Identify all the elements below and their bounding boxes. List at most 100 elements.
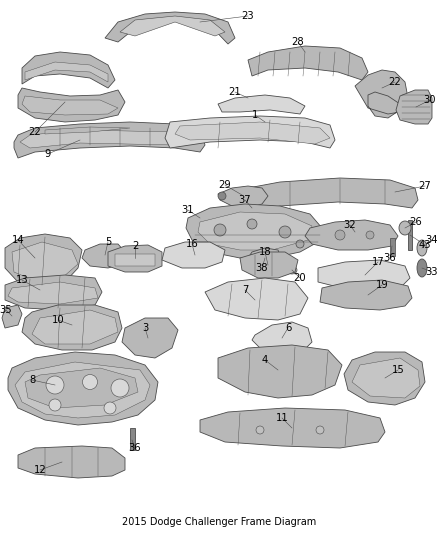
Polygon shape xyxy=(218,345,342,398)
Polygon shape xyxy=(186,204,322,258)
Polygon shape xyxy=(248,178,418,212)
Polygon shape xyxy=(45,127,130,134)
Polygon shape xyxy=(2,305,22,328)
Text: 12: 12 xyxy=(34,465,46,475)
Ellipse shape xyxy=(279,226,291,238)
Text: 20: 20 xyxy=(294,273,306,283)
Ellipse shape xyxy=(218,192,226,200)
Text: 8: 8 xyxy=(29,375,35,385)
Polygon shape xyxy=(82,244,125,268)
Ellipse shape xyxy=(111,379,129,397)
Text: 16: 16 xyxy=(186,239,198,249)
Ellipse shape xyxy=(316,426,324,434)
Text: 13: 13 xyxy=(16,275,28,285)
Polygon shape xyxy=(165,116,335,148)
Text: 9: 9 xyxy=(45,149,51,159)
Text: 29: 29 xyxy=(219,180,231,190)
Polygon shape xyxy=(5,275,102,310)
Text: 26: 26 xyxy=(410,217,422,227)
Text: 32: 32 xyxy=(344,220,356,230)
Text: 35: 35 xyxy=(0,305,12,315)
Polygon shape xyxy=(105,12,235,44)
Ellipse shape xyxy=(417,259,427,277)
Polygon shape xyxy=(122,318,178,358)
Polygon shape xyxy=(248,46,368,80)
Ellipse shape xyxy=(49,399,61,411)
Polygon shape xyxy=(18,88,125,122)
Text: 7: 7 xyxy=(242,285,248,295)
Ellipse shape xyxy=(214,224,226,236)
Text: 34: 34 xyxy=(426,235,438,245)
Ellipse shape xyxy=(82,375,98,390)
Polygon shape xyxy=(14,122,205,158)
Text: 30: 30 xyxy=(424,95,436,105)
Text: 15: 15 xyxy=(392,365,404,375)
Polygon shape xyxy=(12,242,78,282)
Text: 22: 22 xyxy=(389,77,401,87)
Polygon shape xyxy=(8,352,158,425)
Text: 18: 18 xyxy=(259,247,271,257)
Polygon shape xyxy=(18,446,125,478)
Ellipse shape xyxy=(296,240,304,248)
Ellipse shape xyxy=(247,219,257,229)
Polygon shape xyxy=(162,242,225,268)
Polygon shape xyxy=(344,352,425,405)
Ellipse shape xyxy=(366,231,374,239)
Text: 17: 17 xyxy=(371,257,385,267)
Polygon shape xyxy=(20,130,198,148)
Bar xyxy=(408,220,412,250)
Text: 31: 31 xyxy=(182,205,194,215)
Polygon shape xyxy=(25,368,138,408)
Text: 36: 36 xyxy=(129,443,141,453)
Polygon shape xyxy=(318,260,410,290)
Polygon shape xyxy=(205,278,308,320)
Text: 19: 19 xyxy=(376,280,389,290)
Polygon shape xyxy=(218,186,268,208)
Text: 2015 Dodge Challenger Frame Diagram: 2015 Dodge Challenger Frame Diagram xyxy=(122,517,316,527)
Text: 1: 1 xyxy=(252,110,258,120)
Polygon shape xyxy=(25,62,108,82)
Text: 36: 36 xyxy=(384,253,396,263)
Ellipse shape xyxy=(104,402,116,414)
Ellipse shape xyxy=(335,230,345,240)
Polygon shape xyxy=(108,245,162,272)
Polygon shape xyxy=(352,358,420,398)
Bar xyxy=(390,238,395,256)
Bar xyxy=(130,428,135,450)
Text: 38: 38 xyxy=(256,263,268,273)
Polygon shape xyxy=(240,252,298,278)
Polygon shape xyxy=(305,220,398,250)
Text: 5: 5 xyxy=(105,237,111,247)
Polygon shape xyxy=(355,70,408,118)
Polygon shape xyxy=(22,305,122,350)
Text: 22: 22 xyxy=(28,127,41,137)
Text: 37: 37 xyxy=(239,195,251,205)
Polygon shape xyxy=(396,90,432,124)
Text: 21: 21 xyxy=(229,87,241,97)
Ellipse shape xyxy=(290,269,294,271)
Text: 33: 33 xyxy=(426,267,438,277)
Polygon shape xyxy=(15,362,150,418)
Text: 28: 28 xyxy=(292,37,304,47)
Polygon shape xyxy=(22,96,118,115)
Text: 2: 2 xyxy=(132,241,138,251)
Text: 3: 3 xyxy=(142,323,148,333)
Polygon shape xyxy=(198,212,312,250)
Text: 14: 14 xyxy=(12,235,25,245)
Text: 27: 27 xyxy=(419,181,431,191)
Text: 11: 11 xyxy=(276,413,288,423)
Ellipse shape xyxy=(46,376,64,394)
Polygon shape xyxy=(5,234,82,288)
Polygon shape xyxy=(22,52,115,88)
Text: 4: 4 xyxy=(262,355,268,365)
Ellipse shape xyxy=(417,240,427,256)
Text: 43: 43 xyxy=(419,240,431,250)
Text: 23: 23 xyxy=(242,11,254,21)
Ellipse shape xyxy=(399,221,411,235)
Polygon shape xyxy=(200,408,385,448)
Polygon shape xyxy=(320,280,412,310)
Polygon shape xyxy=(175,122,330,144)
Bar xyxy=(115,254,155,266)
Polygon shape xyxy=(248,248,282,270)
Ellipse shape xyxy=(287,266,297,274)
